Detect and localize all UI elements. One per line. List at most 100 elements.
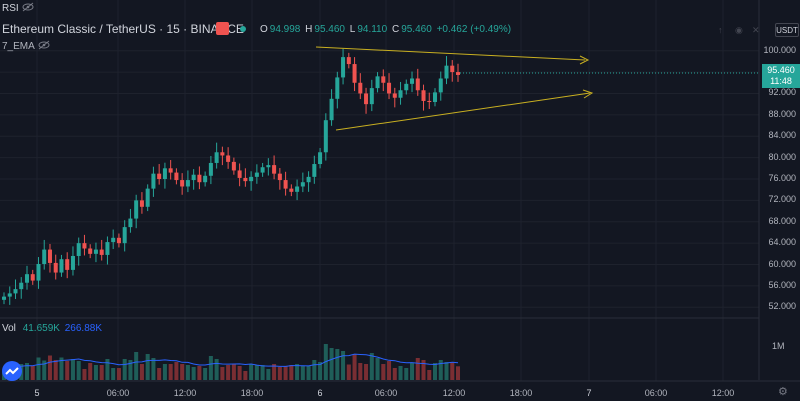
volume-bar (392, 368, 397, 380)
volume-bar (30, 366, 35, 380)
candle-body (162, 168, 167, 179)
candle-body (306, 176, 311, 183)
candle-body (168, 168, 173, 173)
candle-body (254, 172, 259, 177)
volume-bar (116, 368, 121, 380)
candle-body (116, 237, 121, 244)
volume-bar (65, 361, 70, 380)
volume-bar (410, 363, 415, 380)
price-tick: 100.000 (763, 44, 796, 55)
candle-body (19, 282, 24, 290)
volume-bar (318, 362, 323, 380)
volume-bar (433, 363, 438, 380)
volume-bar (375, 358, 380, 380)
tradingview-logo-icon[interactable] (2, 361, 22, 381)
settings-gear-icon[interactable]: ⚙ (778, 386, 788, 398)
candle-body (272, 165, 277, 174)
candle-body (53, 262, 58, 273)
volume-bar (387, 361, 392, 380)
market-status-icon[interactable] (216, 22, 229, 35)
volume-bar (306, 366, 311, 380)
time-label: 06:00 (374, 388, 398, 398)
rsi-indicator-row[interactable]: RSI (2, 2, 35, 15)
price-tick: 52.000 (768, 301, 796, 312)
price-tick: 72.000 (768, 194, 796, 205)
price-tick: 64.000 (768, 237, 796, 248)
bar-countdown: 11:48 (770, 76, 792, 86)
eye-hidden-icon[interactable] (37, 40, 51, 53)
candle-body (237, 170, 242, 178)
candle-body (82, 243, 87, 249)
volume-bar (47, 355, 52, 380)
arrow-up-icon[interactable]: ↑ (718, 25, 723, 35)
volume-bar (203, 368, 208, 380)
candle-body (433, 92, 438, 103)
price-tick: 68.000 (768, 215, 796, 226)
price-tick: 88.000 (768, 108, 796, 119)
eye-icon[interactable]: ◉ (735, 25, 743, 35)
volume-bar (53, 360, 58, 380)
volume-bar (185, 365, 190, 380)
volume-bar (346, 364, 351, 380)
candle-body (7, 293, 12, 297)
candle-body (352, 64, 357, 83)
candle-body (266, 165, 271, 168)
time-label: 18:00 (509, 388, 533, 398)
candle-body (249, 176, 254, 182)
time-label: 18:00 (240, 388, 264, 398)
symbol-title[interactable]: Ethereum Classic / TetherUS · 15 · BINAN… (2, 22, 244, 36)
volume-bar (260, 365, 265, 380)
close-icon[interactable]: ✕ (752, 25, 760, 35)
ema-row[interactable]: 7_EMA (2, 40, 51, 53)
candle-body (134, 200, 139, 219)
eye-hidden-icon[interactable] (21, 2, 35, 15)
candle-body (381, 76, 386, 83)
volume-bar (369, 353, 374, 380)
candle-body (387, 82, 392, 94)
current-price-badge: 95.460 11:48 (762, 64, 800, 88)
volume-bar (341, 351, 346, 380)
candle-body (36, 264, 41, 281)
volume-bar (249, 364, 254, 380)
volume-bar (289, 365, 294, 380)
volume-bar (59, 357, 64, 380)
time-label: 06:00 (644, 388, 668, 398)
volume-bar (254, 365, 259, 380)
price-tick: 80.000 (768, 151, 796, 162)
price-tick: 84.000 (768, 130, 796, 141)
close-label: C (391, 24, 400, 35)
volume-bar (237, 366, 242, 380)
volume-bar (174, 362, 179, 380)
volume-bar (243, 371, 248, 380)
time-label: 12:00 (173, 388, 197, 398)
upper-trendline-arrow (579, 55, 590, 65)
volume-bar (24, 363, 29, 380)
candle-body (450, 65, 455, 73)
price-tick: 56.000 (768, 279, 796, 290)
volume-bar (111, 368, 116, 380)
currency-button[interactable]: USDT (775, 23, 799, 37)
candle-body (444, 65, 449, 79)
candle-body (93, 249, 98, 254)
candle-body (30, 274, 35, 281)
price-tick: 60.000 (768, 258, 796, 269)
volume-bar (266, 369, 271, 380)
volume-bar (105, 359, 110, 380)
candle-body (180, 180, 185, 187)
volume-bar (70, 359, 75, 380)
volume-bar (358, 363, 363, 380)
volume-bar (381, 364, 386, 380)
volume-bar (427, 370, 432, 380)
volume-bar (157, 368, 162, 380)
candle-body (243, 177, 248, 182)
high-value: 95.460 (314, 24, 345, 35)
volume-bar (300, 366, 305, 380)
lower-trendline (335, 92, 591, 131)
candle-body (191, 174, 196, 181)
candle-body (105, 242, 110, 255)
candle-body (369, 88, 374, 105)
high-label: H (305, 24, 313, 35)
volume-bar (99, 365, 104, 380)
candle-body (157, 173, 162, 179)
